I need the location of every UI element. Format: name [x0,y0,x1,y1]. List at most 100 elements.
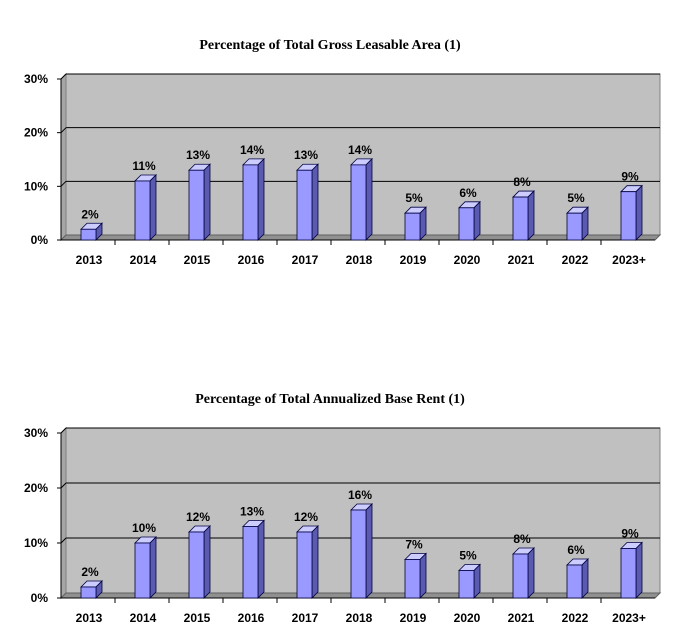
chart-title: Percentage of Total Gross Leasable Area … [199,38,461,53]
bar-front [296,531,313,599]
bar-side [581,558,589,599]
gridline-diagonal [60,127,67,134]
y-tick-label: 0% [31,591,49,605]
bar [566,558,589,599]
bar-side [203,525,211,599]
bar-side [311,163,319,241]
data-label: 13% [240,505,264,519]
x-tick-label: 2020 [454,611,481,625]
plot-side-wall [60,426,67,600]
x-tick-label: 2020 [454,253,481,267]
bar [512,190,535,241]
bar-side [581,206,589,241]
bar [512,547,535,599]
bar-side [311,525,319,599]
x-tick-label: 2018 [346,253,373,267]
y-tick-label: 20% [24,126,48,140]
gridline-diagonal [60,73,67,80]
data-label: 9% [621,170,639,184]
bar [80,222,103,241]
bar-side [257,157,265,241]
data-label: 14% [348,143,372,157]
bar-front [512,196,529,241]
y-tick-label: 30% [24,426,48,440]
bar-front [80,586,97,599]
x-tick-label: 2015 [184,253,211,267]
bar [134,536,157,599]
y-tick-label: 20% [24,481,48,495]
x-tick-label: 2014 [130,611,157,625]
data-label: 5% [405,191,423,205]
bar-side [527,547,535,599]
bar-front [458,207,475,241]
bar-side [635,184,643,241]
bar [620,184,643,241]
x-tick-label: 2017 [292,253,319,267]
data-label: 13% [186,148,210,162]
bar-front [404,559,421,599]
bar-front [80,228,97,241]
x-tick-label: 2019 [400,253,427,267]
bar-front [188,169,205,241]
y-tick-label: 10% [24,536,48,550]
bar [458,200,481,241]
bar [296,163,319,241]
bar-side [365,503,373,599]
x-tick-label: 2013 [76,253,103,267]
bar [242,519,265,599]
bar-front [404,212,421,241]
data-label: 5% [567,191,585,205]
data-label: 14% [240,143,264,157]
gridline-diagonal [60,482,67,489]
data-label: 16% [348,488,372,502]
data-label: 2% [81,207,99,221]
bar-side [635,541,643,599]
chart-svg: 0% 10% 20% 30% 2% 2013 10% 2014 12% 2015 13% 2016 12… [24,426,662,625]
bar-front [242,164,259,241]
bar [458,563,481,599]
x-tick-label: 2016 [238,611,265,625]
x-tick-label: 2016 [238,253,265,267]
bar-front [566,212,583,241]
y-tick-label: 30% [24,72,48,86]
bar [566,206,589,241]
bar-side [149,536,157,599]
data-label: 8% [513,175,531,189]
bar-side [203,163,211,241]
bar [350,157,373,241]
chart-svg: 0% 10% 20% 30% 2% 2013 11% 2014 13% 2015 14% 2016 13… [24,72,662,267]
bar [296,525,319,599]
bar [404,206,427,241]
bar [80,580,103,599]
chart-gross-leasable-area: Percentage of Total Gross Leasable Area … [0,0,685,300]
bar [404,552,427,599]
data-label: 13% [294,148,318,162]
x-tick-label: 2019 [400,611,427,625]
bar-front [134,542,151,599]
x-tick-label: 2022 [562,253,589,267]
x-tick-label: 2021 [508,253,535,267]
bar-front [188,531,205,599]
bar-front [512,553,529,599]
chart-title: Percentage of Total Annualized Base Rent… [195,392,465,407]
bar-side [257,519,265,599]
bar-front [620,191,637,241]
x-tick-label: 2018 [346,611,373,625]
gridline-diagonal [60,427,67,434]
bar [188,163,211,241]
data-label: 5% [459,549,477,563]
x-tick-label: 2023+ [612,253,646,267]
bar-side [149,174,157,241]
bar-front [458,570,475,599]
bar-front [134,180,151,241]
bar [350,503,373,599]
data-label: 9% [621,527,639,541]
data-label: 11% [132,159,156,173]
data-label: 6% [459,186,477,200]
gridline-diagonal [60,537,67,544]
bar-side [419,552,427,599]
bar [134,174,157,241]
x-tick-label: 2021 [508,611,535,625]
bar-front [620,548,637,599]
bar-side [473,200,481,241]
